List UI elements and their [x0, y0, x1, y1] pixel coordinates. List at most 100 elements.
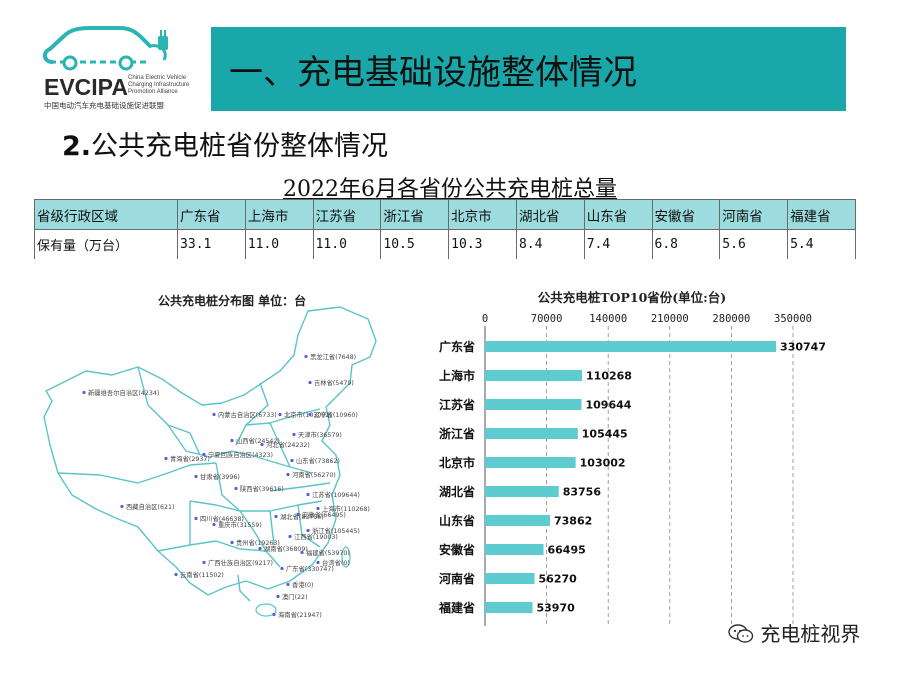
- map-outline: [43, 306, 377, 602]
- wechat-icon: [728, 624, 754, 643]
- header-banner: 一、充电基础设施整体情况: [211, 27, 846, 111]
- chart-bar: [485, 573, 535, 584]
- chart-bar: [485, 341, 777, 352]
- map-marker: [230, 438, 234, 443]
- map-marker: [308, 380, 312, 385]
- map-label: 吉林省(5479): [314, 378, 354, 387]
- logo-subtitle-cn: 中国电动汽车充电基础设施促进联盟: [44, 101, 164, 110]
- map-label: 江西省(19003): [294, 532, 338, 541]
- chart-category-label: 上海市: [439, 368, 475, 383]
- table-header-cell: 福建省: [787, 199, 856, 230]
- table-header-cell: 上海市: [244, 199, 314, 230]
- table-header-cell: 山东省: [583, 199, 653, 230]
- table-header-cell: 北京市: [448, 199, 517, 230]
- map-labels: 黑龙江省(7648) 吉林省(5479) 新疆维吾尔自治区(4234) 内蒙古自治区(…: [82, 352, 370, 619]
- table-value-cell: 5.4: [787, 229, 856, 259]
- table-header-cell: 浙江省: [380, 199, 450, 230]
- chart-x-tick-label: 280000: [712, 313, 750, 325]
- map-label: 四川省(46638): [200, 514, 244, 523]
- chart-category-label: 福建省: [438, 600, 475, 615]
- map-label: 陕西省(39616): [240, 484, 284, 493]
- chart-value-label: 66495: [548, 544, 586, 557]
- map-marker: [292, 432, 296, 437]
- chart-value-label: 105445: [582, 428, 628, 441]
- map-label: 内蒙古自治区(6733): [218, 410, 277, 419]
- map-marker: [280, 566, 284, 571]
- map-marker: [286, 472, 290, 477]
- map-label: 安徽省(66495): [302, 510, 346, 519]
- map-marker: [164, 456, 168, 461]
- chart-category-label: 河南省: [438, 571, 475, 586]
- chart-category-label: 广东省: [439, 339, 475, 354]
- table-value-cell: 10.3: [448, 229, 517, 259]
- map-marker: [316, 560, 320, 565]
- map-marker: [174, 572, 178, 577]
- map-marker: [202, 452, 206, 457]
- chart-bar: [485, 428, 578, 439]
- chart-category-label: 安徽省: [439, 542, 475, 557]
- map-label: 台湾省(0): [322, 558, 350, 567]
- table-value-cell: 8.4: [515, 229, 585, 259]
- table-header-cell: 湖北省: [515, 199, 585, 230]
- map-label: 云南省(11502): [180, 570, 224, 579]
- map-label: 贵州省(19263): [236, 538, 280, 547]
- chart-category-label: 浙江省: [439, 426, 475, 441]
- table-value-cell: 11.0: [244, 229, 314, 259]
- map-marker: [202, 560, 206, 565]
- chart-value-label: 56270: [539, 573, 578, 586]
- map-label: 海南省(21947): [278, 610, 322, 619]
- map-marker: [120, 504, 124, 509]
- hainan-island: [255, 603, 277, 617]
- chart-value-labels: 330747 110268 109644 105445 103002 83756 73862…: [536, 341, 825, 615]
- table-value-cell: 10.5: [380, 229, 450, 259]
- chart-x-tick-label: 70000: [531, 313, 563, 325]
- table-header-cell: 河南省: [719, 199, 789, 230]
- chart-bar: [485, 486, 559, 497]
- chart-value-label: 83756: [563, 486, 602, 499]
- map-marker: [308, 412, 312, 417]
- map-label: 山东省(73862): [296, 456, 340, 465]
- chart-x-ticks: 0 70000 140000 210000 280000 350000: [482, 313, 812, 325]
- map-label: 甘肃省(3996): [200, 472, 240, 481]
- table-header-row: 省级行政区域 广东省 上海市 江苏省 浙江省 北京市 湖北省 山东省 安徽省 河…: [33, 199, 856, 230]
- map-marker: [194, 516, 198, 521]
- chart-bar: [485, 457, 576, 468]
- chart-bar: [485, 515, 550, 526]
- table-header-cell: 安徽省: [651, 199, 721, 230]
- chart-category-label: 江苏省: [439, 397, 475, 412]
- map-label: 澳门(22): [282, 592, 308, 601]
- map-title: 公共充电桩分布图 单位：台: [158, 294, 307, 308]
- map-marker: [258, 546, 262, 551]
- map-label: 天津市(36579): [298, 430, 342, 439]
- chart-x-tick-label: 140000: [589, 313, 627, 325]
- top10-bar-chart: 公共充电桩TOP10省份(单位:台) 0 70000 140000 210000 280…: [438, 290, 825, 626]
- map-marker: [286, 582, 290, 587]
- map-marker: [194, 474, 198, 479]
- map-label: 山西省(24542): [236, 436, 280, 445]
- chart-bars: [485, 341, 777, 613]
- chart-category-label: 北京市: [439, 455, 475, 470]
- chart-title: 公共充电桩TOP10省份(单位:台): [538, 290, 726, 305]
- map-marker: [274, 514, 278, 519]
- chart-bar: [485, 602, 533, 613]
- map-marker: [278, 412, 282, 417]
- map-label: 上海市(110268): [322, 504, 370, 513]
- chart-bar: [485, 370, 583, 381]
- map-label: 北京市(103002): [284, 410, 332, 419]
- map-label: 青海省(2937): [170, 454, 210, 463]
- map-marker: [82, 390, 86, 395]
- chart-x-tick-label: 350000: [774, 313, 812, 325]
- logo-brand: EVCIPA: [44, 74, 128, 100]
- map-label: 香港(0): [292, 580, 314, 589]
- map-label: 湖北省(83756): [280, 512, 324, 521]
- page-title: 一、充电基础设施整体情况: [229, 53, 637, 93]
- map-label: 广东省(330747): [286, 564, 334, 573]
- map-label: 重庆市(31559): [218, 520, 262, 529]
- table-title: 2022年6月各省份公共充电桩总量: [283, 177, 617, 202]
- map-label: 新疆维吾尔自治区(4234): [88, 388, 159, 397]
- china-charging-map: 黑龙江省(7648) 吉林省(5479) 新疆维吾尔自治区(4234) 内蒙古自治区(…: [43, 306, 377, 619]
- table-row-value-label: 保有量（万台）: [33, 229, 179, 259]
- chart-category-label: 山东省: [439, 513, 475, 528]
- chart-value-label: 110268: [586, 370, 632, 383]
